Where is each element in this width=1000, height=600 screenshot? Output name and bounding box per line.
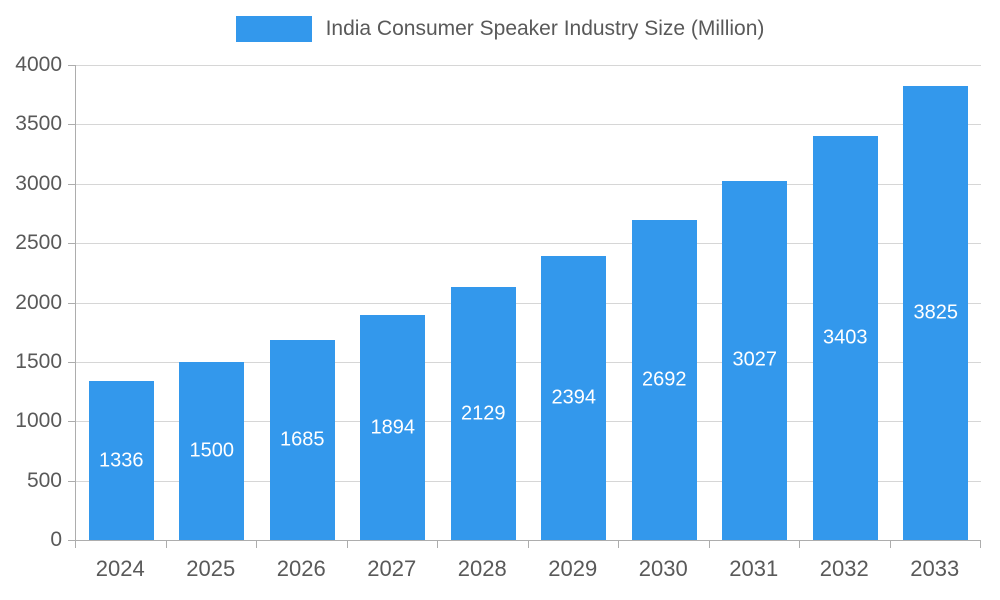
y-axis-label: 2500 — [15, 231, 62, 255]
y-axis-label: 500 — [26, 468, 62, 492]
bar-value-label: 3825 — [913, 301, 958, 324]
y-axis-label: 3000 — [15, 171, 62, 195]
bar-2032[interactable]: 3403 — [812, 135, 878, 540]
x-axis-tick — [346, 541, 348, 548]
gridline — [76, 480, 981, 482]
y-axis-label: 2000 — [15, 290, 62, 314]
bar-value-label: 2692 — [641, 368, 687, 391]
y-axis-label: 1000 — [15, 409, 62, 433]
gridline — [76, 302, 981, 304]
x-axis-label-2032: 2032 — [819, 556, 869, 581]
plot-area: 1336 1500 1685 1894 2129 2394 2692 3027 3403 3825 — [75, 65, 981, 541]
y-axis-tick — [68, 65, 75, 66]
y-axis-tick — [68, 421, 75, 423]
bar-2026[interactable]: 1685 — [269, 339, 335, 540]
bar-value-label: 3403 — [822, 326, 868, 349]
x-axis-label-2025: 2025 — [186, 556, 236, 581]
bar-2028[interactable]: 2129 — [450, 287, 516, 540]
bar-value-label: 1894 — [370, 416, 415, 439]
bar-2027[interactable]: 1894 — [360, 315, 426, 540]
x-axis-tick — [980, 541, 981, 548]
y-axis-label: 3500 — [15, 112, 62, 136]
bar-2033[interactable]: 3825 — [903, 85, 969, 540]
bar-2029[interactable]: 2394 — [541, 255, 607, 540]
bar-2024[interactable]: 1336 — [88, 381, 154, 540]
x-axis-label-2028: 2028 — [457, 556, 507, 581]
x-axis-tick — [799, 541, 800, 548]
x-axis-tick — [618, 541, 619, 548]
legend-swatch[interactable] — [235, 16, 312, 42]
x-axis-label-2027: 2027 — [367, 556, 417, 581]
gridline — [76, 65, 981, 66]
x-axis-label-2029: 2029 — [548, 556, 598, 581]
bar-value-label: 1336 — [98, 449, 144, 472]
chart-title: India Consumer Speaker Industry Size (Mi… — [325, 17, 765, 40]
gridline — [76, 421, 981, 423]
gridline — [76, 243, 981, 245]
gridline — [76, 183, 981, 185]
x-axis-tick — [437, 541, 438, 548]
x-axis-label-2030: 2030 — [638, 556, 688, 581]
bar-value-label: 3027 — [732, 348, 777, 371]
x-axis-tick — [708, 541, 710, 548]
x-axis-tick — [75, 541, 76, 548]
y-axis-tick — [68, 480, 75, 482]
x-axis-tick — [889, 541, 891, 548]
gridline — [76, 124, 981, 126]
y-axis-label: 0 — [50, 528, 62, 551]
bar-2025[interactable]: 1500 — [179, 361, 245, 540]
y-axis-tick — [68, 124, 75, 126]
x-axis-label-2033: 2033 — [910, 556, 960, 581]
bar-value-label: 2394 — [551, 386, 596, 409]
x-axis-tick — [256, 541, 257, 548]
y-axis-label: 1500 — [15, 349, 62, 373]
x-axis-label-2026: 2026 — [276, 556, 326, 581]
x-axis-tick — [527, 541, 529, 548]
bar-2031[interactable]: 3027 — [722, 180, 788, 540]
x-axis-label-2024: 2024 — [95, 556, 145, 581]
y-axis-tick — [68, 540, 75, 541]
y-axis-label: 4000 — [15, 53, 62, 76]
x-axis-tick — [165, 541, 167, 548]
x-axis-label-2031: 2031 — [729, 556, 779, 581]
y-axis-tick — [68, 302, 75, 304]
y-axis-tick — [68, 243, 75, 245]
y-axis-tick — [68, 361, 75, 363]
bar-2030[interactable]: 2692 — [631, 220, 697, 540]
gridline — [76, 361, 981, 363]
bar-value-label: 1685 — [279, 428, 325, 451]
bar-value-label: 2129 — [460, 402, 506, 425]
legend: India Consumer Speaker Industry Size (Mi… — [0, 16, 1000, 42]
y-axis-tick — [68, 183, 75, 185]
bar-value-label: 1500 — [189, 439, 234, 462]
